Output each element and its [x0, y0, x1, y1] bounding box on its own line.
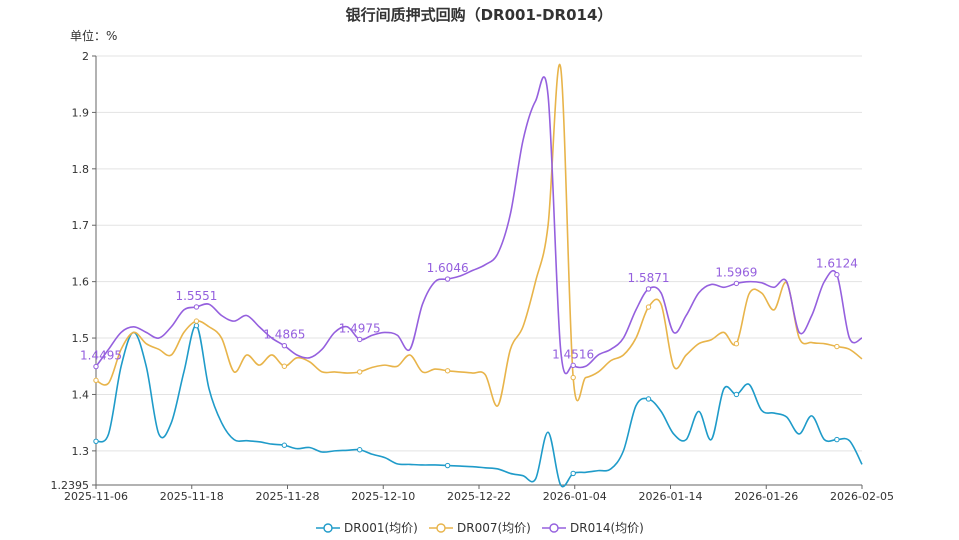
data-label: 1.4516 — [552, 347, 594, 361]
x-tick-label: 2025-11-28 — [256, 490, 320, 503]
legend-item-dr014[interactable]: DR014(均价) — [542, 521, 644, 535]
series-dr014-point — [834, 271, 840, 278]
y-tick-label: 1.5 — [72, 332, 90, 345]
series-dr007-point — [645, 304, 652, 310]
legend-swatch-marker — [549, 523, 559, 533]
x-tick-label: 2025-12-10 — [351, 490, 415, 503]
y-axis: 1.2395 1.3 1.4 1.5 1.6 1.7 1.8 1.9 2 — [51, 50, 97, 492]
chart-title: 银行间质押式回购（DR001-DR014） — [346, 6, 613, 24]
series-dr014-point — [733, 280, 740, 287]
legend-label: DR001(均价) — [344, 521, 418, 535]
y-tick-label: 1.2395 — [51, 479, 90, 492]
legend-item-dr001[interactable]: DR001(均价) — [316, 521, 418, 535]
data-label: 1.5871 — [628, 271, 670, 285]
series-dr014-point — [357, 336, 363, 343]
legend-label: DR014(均价) — [570, 521, 644, 535]
series-dr001-point — [444, 462, 451, 469]
series-dr001-point — [733, 391, 740, 398]
x-tick-label: 2025-12-22 — [447, 490, 511, 503]
series-dr014-point — [93, 363, 99, 370]
series-dr001-point — [357, 447, 363, 453]
series-dr007-point — [733, 340, 740, 347]
data-label: 1.4975 — [339, 321, 381, 335]
data-label: 1.6124 — [816, 257, 858, 271]
series-dr007-point — [93, 377, 99, 384]
legend-swatch-marker — [436, 523, 446, 533]
series-dr007-point — [570, 374, 576, 381]
data-labels: 1.4495 1.5551 1.4865 1.4975 1.6046 1.4516 1.58… — [80, 257, 858, 363]
x-tick-label: 2025-11-18 — [160, 490, 224, 503]
y-tick-label: 1.6 — [72, 276, 90, 289]
data-label: 1.5969 — [715, 265, 757, 279]
series-dr001-point — [570, 470, 576, 477]
y-tick-label: 1.7 — [72, 219, 90, 232]
x-tick-label: 2026-02-05 — [830, 490, 894, 503]
series-dr007-point — [834, 343, 840, 350]
grid — [96, 55, 862, 452]
legend-swatch-marker — [323, 523, 333, 533]
legend-item-dr007[interactable]: DR007(均价) — [429, 521, 531, 535]
x-tick-label: 2026-01-14 — [639, 490, 703, 503]
series-dr007-point — [193, 318, 200, 324]
series-dr014-point — [444, 276, 451, 282]
series-dr014-point — [570, 362, 576, 369]
y-tick-label: 2 — [82, 50, 89, 63]
series-dr001-line — [95, 324, 863, 488]
series-dr001-point — [193, 322, 200, 329]
series-dr014-point — [281, 342, 288, 349]
series-dr007-point — [357, 369, 363, 375]
data-label: 1.6046 — [427, 261, 469, 275]
data-label: 1.4495 — [80, 349, 122, 363]
series-dr001-point — [281, 442, 288, 448]
y-tick-label: 1.3 — [72, 445, 90, 458]
series-dr007-point — [444, 368, 451, 374]
x-tick-label: 2026-01-04 — [543, 490, 607, 503]
x-tick-label: 2026-01-26 — [734, 490, 798, 503]
series-dr001-point — [834, 436, 840, 443]
series-dr001-point — [93, 438, 99, 444]
legend-label: DR007(均价) — [457, 521, 531, 535]
data-label: 1.4865 — [263, 328, 305, 342]
y-tick-label: 1.9 — [72, 106, 90, 119]
x-tick-label: 2025-11-06 — [64, 490, 128, 503]
series-dr007-point — [281, 363, 288, 369]
y-tick-label: 1.8 — [72, 163, 90, 176]
series-layer — [93, 63, 863, 488]
y-tick-label: 1.4 — [72, 388, 90, 401]
series-dr001-point — [645, 396, 652, 402]
series-dr014-point — [193, 304, 200, 310]
series-dr014-point — [645, 286, 652, 292]
unit-label: 单位：% — [70, 28, 117, 43]
x-axis: 2025-11-06 2025-11-18 2025-11-28 2025-12-10… — [64, 484, 894, 503]
legend[interactable]: DR001(均价) DR007(均价) DR014(均价) — [316, 521, 644, 535]
series-dr007-line — [95, 63, 863, 407]
data-label: 1.5551 — [175, 289, 217, 303]
series-dr014-line — [95, 76, 863, 375]
